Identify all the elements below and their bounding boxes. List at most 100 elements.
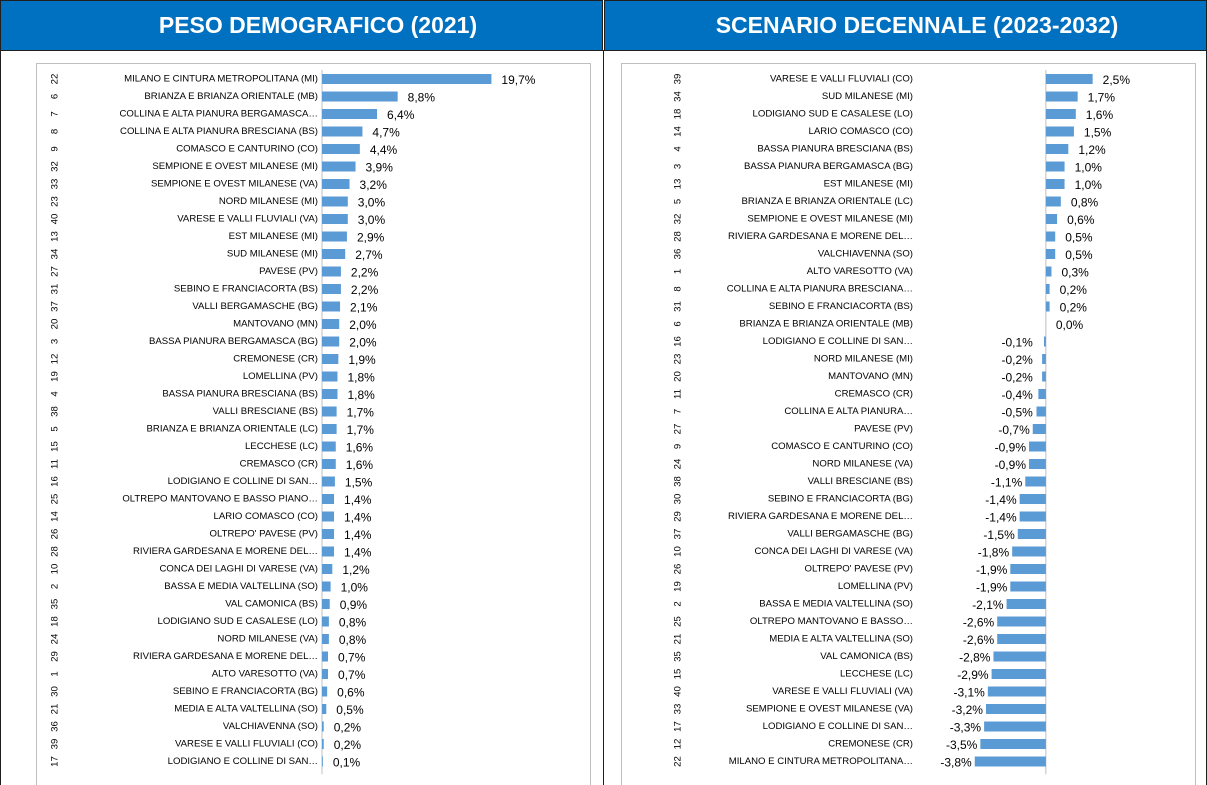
category-label: BASSA PIANURA BRESCIANA (BS) (162, 389, 318, 400)
bar (1045, 284, 1050, 294)
bar (1045, 196, 1061, 207)
region-code: 27 (673, 424, 684, 435)
value-label: 0,5% (1065, 248, 1093, 262)
value-label: 0,8% (339, 633, 367, 647)
bar (322, 634, 329, 644)
value-label: 1,6% (1086, 108, 1114, 122)
bar (322, 441, 336, 452)
bar (322, 616, 329, 627)
value-label: 0,6% (1067, 213, 1095, 227)
category-label: VARESE E VALLI FLUVIALI (CO) (175, 739, 318, 750)
value-label: 3,2% (360, 178, 388, 192)
region-code: 28 (50, 546, 61, 557)
value-label: 3,9% (366, 161, 394, 175)
region-code: 19 (673, 581, 684, 592)
value-label: 1,4% (344, 511, 372, 525)
category-label: SEMPIONE E OVEST MILANESE (MI) (152, 161, 318, 172)
region-code: 37 (50, 301, 61, 312)
bar (322, 389, 338, 399)
region-code: 10 (50, 564, 61, 575)
category-label: LODIGIANO E COLLINE DI SAN… (763, 336, 913, 347)
value-label: -2,9% (957, 668, 989, 682)
region-code: 32 (673, 214, 684, 225)
value-label: 1,7% (347, 406, 375, 420)
bar (1045, 126, 1074, 137)
region-code: 9 (673, 444, 684, 449)
bar (987, 686, 1046, 697)
value-label: -0,1% (1001, 336, 1033, 350)
bar (322, 686, 328, 697)
value-label: 1,9% (348, 353, 376, 367)
region-code: 6 (673, 321, 684, 326)
value-label: -3,1% (953, 686, 985, 700)
category-label: CONCA DEI LAGHI DI VARESE (VA) (754, 546, 913, 557)
region-code: 15 (50, 441, 61, 452)
category-label: NORD MILANESE (MI) (219, 196, 318, 207)
bar (322, 161, 356, 172)
bar (322, 74, 492, 84)
value-label: 0,5% (1065, 231, 1093, 245)
category-label: MANTOVANO (MN) (828, 371, 913, 382)
category-label: CREMASCO (CR) (835, 389, 913, 400)
bar (322, 599, 330, 609)
region-code: 31 (673, 301, 684, 312)
value-label: -2,1% (972, 598, 1004, 612)
category-label: BRIANZA E BRIANZA ORIENTALE (MB) (144, 91, 318, 102)
region-code: 29 (673, 511, 684, 522)
region-code: 1 (673, 269, 684, 274)
value-label: 0,1% (333, 756, 361, 770)
bar (1010, 564, 1046, 574)
bar (1019, 511, 1046, 522)
region-code: 17 (50, 756, 61, 767)
region-code: 12 (673, 739, 684, 750)
category-label: COMASCO E CANTURINO (CO) (176, 144, 318, 155)
value-label: 0,2% (334, 738, 362, 752)
bar (1045, 144, 1069, 154)
category-label: VARESE E VALLI FLUVIALI (CO) (770, 74, 913, 85)
header-left (0, 0, 603, 51)
value-label: 0,2% (1060, 283, 1088, 297)
category-label: VALCHIAVENNA (SO) (223, 721, 318, 732)
bar (1019, 494, 1046, 504)
region-code: 15 (673, 669, 684, 680)
region-code: 24 (673, 458, 684, 469)
category-label: VARESE E VALLI FLUVIALI (VA) (772, 686, 913, 697)
value-label: 0,2% (334, 721, 362, 735)
bar (991, 669, 1046, 679)
region-code: 25 (50, 494, 61, 505)
value-label: 1,5% (345, 476, 373, 490)
region-code: 23 (673, 354, 684, 365)
category-label: LARIO COMASCO (CO) (214, 511, 318, 522)
value-label: -1,4% (985, 493, 1017, 507)
chart-frame (36, 63, 591, 785)
region-code: 33 (50, 179, 61, 190)
value-label: 1,0% (341, 581, 369, 595)
region-code: 38 (673, 476, 684, 487)
region-code: 9 (50, 146, 61, 151)
category-label: ALTO VARESOTTO (VA) (807, 266, 913, 277)
chart-title: SCENARIO DECENNALE (2023-2032) (716, 12, 1119, 38)
category-label: MANTOVANO (MN) (233, 319, 318, 330)
category-label: COMASCO E CANTURINO (CO) (771, 441, 913, 452)
region-code: 19 (50, 371, 61, 382)
bar (980, 739, 1046, 749)
bar (1038, 389, 1046, 399)
region-code: 14 (673, 126, 684, 137)
bar (322, 266, 341, 277)
category-label: SEBINO E FRANCIACORTA (BG) (768, 494, 913, 505)
value-label: -0,2% (1001, 371, 1033, 385)
bar (984, 721, 1046, 732)
bar (322, 354, 339, 364)
value-label: -2,6% (963, 633, 995, 647)
bar (1045, 301, 1050, 312)
value-label: 1,4% (344, 528, 372, 542)
category-label: EST MILANESE (MI) (824, 179, 913, 190)
region-code: 4 (673, 146, 684, 152)
category-label: CREMONESE (CR) (233, 354, 318, 365)
value-label: 2,5% (1103, 73, 1131, 87)
region-code: 2 (50, 584, 61, 589)
category-label: COLLINA E ALTA PIANURA BRESCIANA… (727, 284, 913, 295)
value-label: 2,9% (357, 231, 385, 245)
value-label: 0,0% (1056, 318, 1084, 332)
bar (1029, 441, 1046, 452)
